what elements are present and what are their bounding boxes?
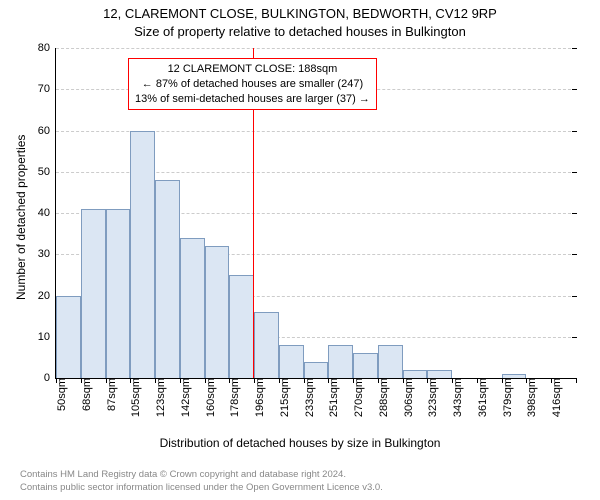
- xtick-label: 178sqm: [223, 378, 241, 417]
- ytick-mark: [572, 89, 577, 90]
- ytick-label: 10: [38, 331, 56, 343]
- histogram-bar: [353, 353, 378, 378]
- histogram-plot: 0102030405060708050sqm68sqm87sqm105sqm12…: [55, 48, 576, 379]
- histogram-bar: [56, 296, 81, 379]
- histogram-bar: [304, 362, 329, 379]
- histogram-bar: [180, 238, 205, 378]
- chart-title-line2: Size of property relative to detached ho…: [0, 24, 600, 39]
- histogram-bar: [378, 345, 403, 378]
- ytick-label: 50: [38, 166, 56, 178]
- ytick-label: 30: [38, 248, 56, 260]
- annotation-line: ← 87% of detached houses are smaller (24…: [135, 77, 370, 92]
- ytick-mark: [572, 337, 577, 338]
- ytick-mark: [572, 296, 577, 297]
- gridline: [56, 48, 576, 49]
- histogram-bar: [328, 345, 353, 378]
- xtick-label: 306sqm: [397, 378, 415, 417]
- histogram-bar: [254, 312, 279, 378]
- histogram-bar: [205, 246, 230, 378]
- ytick-mark: [572, 131, 577, 132]
- xtick-label: 379sqm: [496, 378, 514, 417]
- attribution-line1: Contains HM Land Registry data © Crown c…: [20, 469, 580, 481]
- xtick-label: 270sqm: [347, 378, 365, 417]
- histogram-bar: [427, 370, 452, 378]
- histogram-bar: [229, 275, 254, 378]
- xtick-label: 233sqm: [298, 378, 316, 417]
- histogram-bar: [279, 345, 304, 378]
- ytick-label: 40: [38, 207, 56, 219]
- xtick-label: 398sqm: [520, 378, 538, 417]
- histogram-bar: [106, 209, 131, 378]
- xtick-label: 68sqm: [75, 378, 93, 411]
- ytick-mark: [572, 48, 577, 49]
- xtick-label: 160sqm: [199, 378, 217, 417]
- attribution-line2: Contains public sector information licen…: [20, 482, 580, 494]
- ytick-label: 20: [38, 290, 56, 302]
- xtick-label: 361sqm: [471, 378, 489, 417]
- xtick-label: 142sqm: [174, 378, 192, 417]
- ytick-mark: [572, 254, 577, 255]
- histogram-bar: [155, 180, 180, 378]
- annotation-box: 12 CLAREMONT CLOSE: 188sqm← 87% of detac…: [128, 58, 377, 111]
- y-axis-label: Number of detached properties: [14, 135, 28, 300]
- x-axis-label: Distribution of detached houses by size …: [0, 436, 600, 450]
- xtick-label: 416sqm: [545, 378, 563, 417]
- xtick-label: 288sqm: [372, 378, 390, 417]
- attribution-text: Contains HM Land Registry data © Crown c…: [20, 469, 580, 494]
- xtick-mark: [576, 378, 577, 383]
- ytick-label: 70: [38, 83, 56, 95]
- chart-title-line1: 12, CLAREMONT CLOSE, BULKINGTON, BEDWORT…: [0, 6, 600, 21]
- xtick-label: 50sqm: [50, 378, 68, 411]
- xtick-label: 343sqm: [446, 378, 464, 417]
- xtick-label: 251sqm: [322, 378, 340, 417]
- xtick-label: 87sqm: [100, 378, 118, 411]
- annotation-line: 13% of semi-detached houses are larger (…: [135, 92, 370, 107]
- ytick-label: 60: [38, 125, 56, 137]
- histogram-bar: [130, 131, 155, 379]
- xtick-label: 196sqm: [248, 378, 266, 417]
- xtick-label: 323sqm: [421, 378, 439, 417]
- ytick-label: 80: [38, 42, 56, 54]
- xtick-label: 123sqm: [149, 378, 167, 417]
- histogram-bar: [81, 209, 106, 378]
- xtick-label: 105sqm: [124, 378, 142, 417]
- ytick-mark: [572, 213, 577, 214]
- xtick-label: 215sqm: [273, 378, 291, 417]
- histogram-bar: [403, 370, 428, 378]
- annotation-line: 12 CLAREMONT CLOSE: 188sqm: [135, 62, 370, 77]
- ytick-mark: [572, 172, 577, 173]
